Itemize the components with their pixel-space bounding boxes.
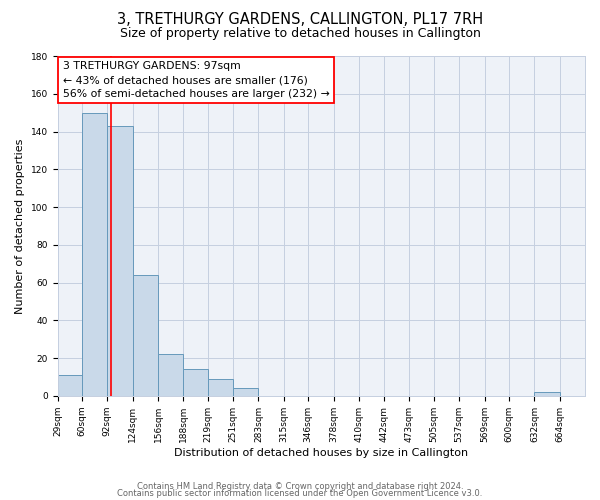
Bar: [535, 392, 560, 396]
Text: Size of property relative to detached houses in Callington: Size of property relative to detached ho…: [119, 28, 481, 40]
Bar: [82, 112, 107, 396]
X-axis label: Distribution of detached houses by size in Callington: Distribution of detached houses by size …: [174, 448, 469, 458]
Bar: [208, 379, 233, 396]
Text: Contains public sector information licensed under the Open Government Licence v3: Contains public sector information licen…: [118, 489, 482, 498]
Bar: [233, 388, 259, 396]
Bar: [58, 375, 82, 396]
Bar: [107, 126, 133, 396]
Text: Contains HM Land Registry data © Crown copyright and database right 2024.: Contains HM Land Registry data © Crown c…: [137, 482, 463, 491]
Text: 3 TRETHURGY GARDENS: 97sqm
← 43% of detached houses are smaller (176)
56% of sem: 3 TRETHURGY GARDENS: 97sqm ← 43% of deta…: [63, 61, 329, 99]
Bar: [158, 354, 183, 396]
Bar: [183, 370, 208, 396]
Y-axis label: Number of detached properties: Number of detached properties: [15, 138, 25, 314]
Bar: [133, 275, 158, 396]
Text: 3, TRETHURGY GARDENS, CALLINGTON, PL17 7RH: 3, TRETHURGY GARDENS, CALLINGTON, PL17 7…: [117, 12, 483, 28]
